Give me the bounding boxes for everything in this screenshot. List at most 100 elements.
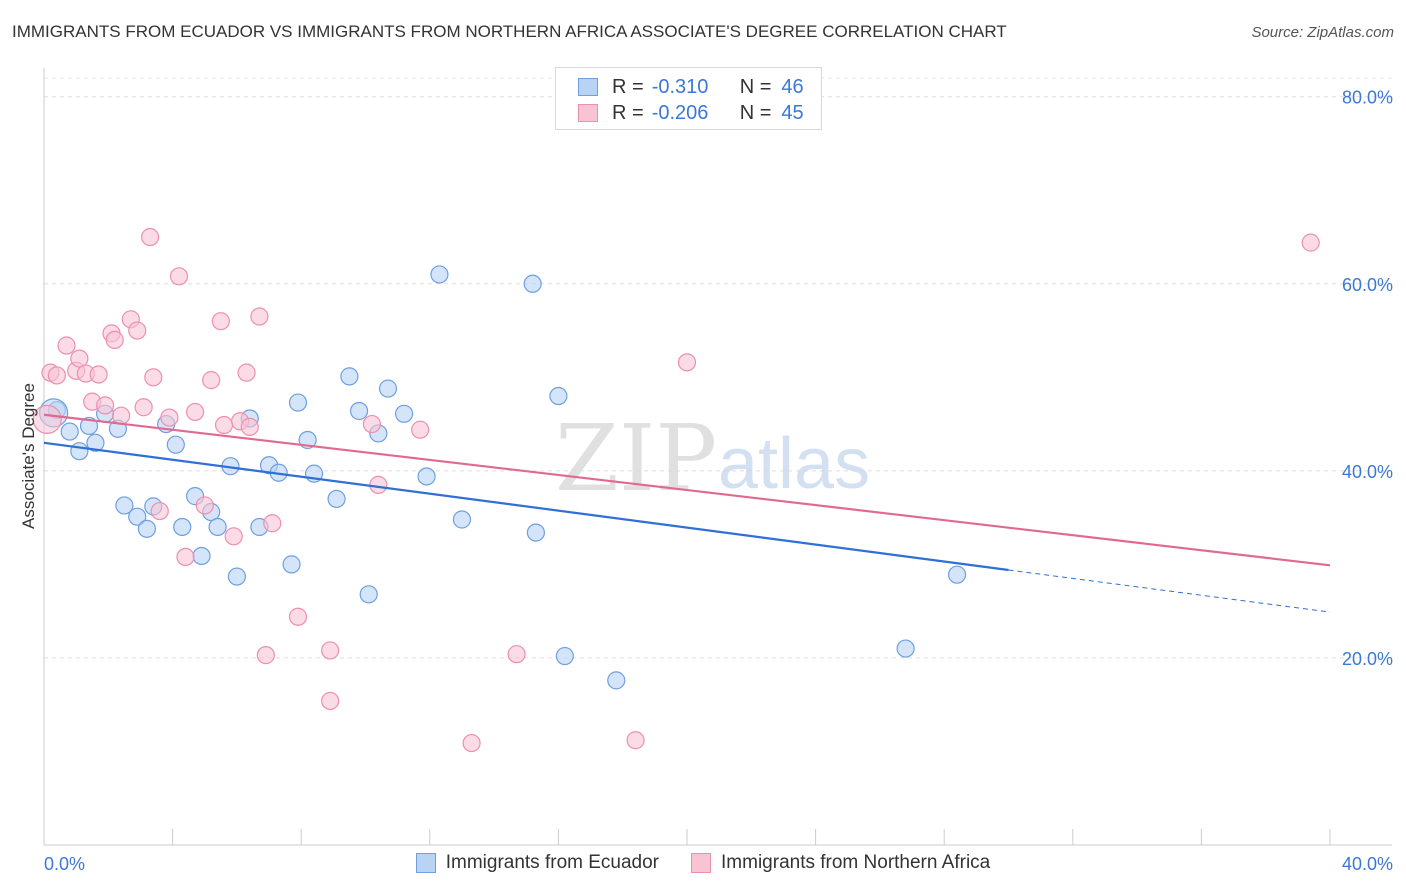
legend-n-label: N = xyxy=(739,101,772,124)
point-nafrica xyxy=(362,414,382,434)
point-nafrica xyxy=(202,371,221,390)
chart-title: IMMIGRANTS FROM ECUADOR VS IMMIGRANTS FR… xyxy=(12,22,1007,41)
point-ecuador xyxy=(173,517,192,537)
point-ecuador xyxy=(607,671,626,690)
point-nafrica xyxy=(626,731,645,750)
legend-label-nafrica: Immigrants from Northern Africa xyxy=(721,852,991,873)
point-ecuador xyxy=(523,274,542,293)
trendlines xyxy=(43,413,1331,613)
x-tick-label: 0.0% xyxy=(44,854,85,874)
point-nafrica xyxy=(411,420,430,439)
point-nafrica xyxy=(144,368,163,387)
legend-r-value: -0.310 xyxy=(651,75,709,98)
point-ecuador xyxy=(208,517,227,537)
point-nafrica xyxy=(321,691,340,711)
y-tick-label: 60.0% xyxy=(1342,275,1393,295)
legend-n-value: 46 xyxy=(781,75,804,98)
point-nafrica xyxy=(140,227,160,247)
point-nafrica xyxy=(1301,233,1320,252)
point-nafrica xyxy=(47,366,66,385)
point-ecuador xyxy=(394,404,414,423)
legend-swatch-ecuador xyxy=(415,853,436,873)
point-nafrica xyxy=(70,349,89,368)
point-ecuador xyxy=(70,442,89,461)
point-nafrica xyxy=(32,404,62,435)
legend-swatch-ecuador xyxy=(578,78,598,96)
point-nafrica xyxy=(105,330,124,350)
point-ecuador xyxy=(282,555,301,574)
point-ecuador xyxy=(359,585,378,604)
point-nafrica xyxy=(169,267,189,286)
point-ecuador xyxy=(115,496,134,515)
watermark-atlas: atlas xyxy=(718,424,870,504)
point-nafrica xyxy=(211,312,230,331)
point-ecuador xyxy=(166,435,185,454)
legend-n-label: N = xyxy=(739,75,772,98)
y-tick-label: 20.0% xyxy=(1342,649,1393,669)
legend-row-nafrica: R = -0.206 N = 45 xyxy=(578,101,804,125)
point-nafrica xyxy=(195,496,214,515)
point-nafrica xyxy=(256,646,275,665)
data-points xyxy=(32,227,1320,753)
axes xyxy=(43,68,1392,846)
trendline-ecuador xyxy=(43,441,1009,572)
point-ecuador xyxy=(192,546,211,566)
y-tick-label: 80.0% xyxy=(1342,88,1393,108)
legend-r-label: R = xyxy=(612,75,644,98)
point-nafrica xyxy=(57,336,76,355)
point-nafrica xyxy=(176,547,195,567)
point-ecuador xyxy=(227,567,246,586)
point-nafrica xyxy=(240,417,259,436)
legend-r-value: -0.206 xyxy=(651,101,709,124)
point-ecuador xyxy=(86,433,105,452)
point-nafrica xyxy=(288,607,308,626)
stats-legend: R = -0.310 N = 46 R = -0.206 N = 45 xyxy=(555,67,822,130)
point-nafrica xyxy=(321,641,340,660)
x-tick-label: 40.0% xyxy=(1342,854,1393,874)
point-nafrica xyxy=(186,402,205,422)
trendline-ecuador-extension xyxy=(1008,569,1331,613)
point-ecuador xyxy=(128,507,147,526)
point-nafrica xyxy=(237,363,256,382)
point-ecuador xyxy=(349,401,369,421)
watermark: ZIP atlas xyxy=(555,405,870,512)
legend-row-ecuador: R = -0.310 N = 46 xyxy=(578,75,804,99)
y-tick-label: 40.0% xyxy=(1342,462,1393,482)
point-ecuador xyxy=(555,646,574,666)
tick-labels: 20.0% 40.0% 60.0% 80.0% 0.0% 40.0% xyxy=(44,88,1393,874)
point-nafrica xyxy=(250,307,269,326)
point-ecuador xyxy=(549,386,568,406)
point-nafrica xyxy=(263,514,282,533)
point-nafrica xyxy=(224,527,243,546)
legend-r-label: R = xyxy=(612,101,644,124)
legend-swatch-nafrica xyxy=(691,853,712,873)
point-nafrica xyxy=(462,733,481,753)
legend-item-ecuador: Immigrants from Ecuador xyxy=(415,852,660,874)
point-ecuador xyxy=(60,422,79,441)
point-ecuador xyxy=(947,565,967,584)
point-ecuador xyxy=(896,639,915,658)
point-ecuador xyxy=(417,467,436,486)
point-ecuador xyxy=(452,510,472,529)
legend-n-value: 45 xyxy=(781,101,804,124)
series-legend: Immigrants from Ecuador Immigrants from … xyxy=(0,852,1406,874)
point-nafrica xyxy=(89,365,108,384)
point-nafrica xyxy=(160,408,179,427)
point-ecuador xyxy=(378,379,398,398)
source-label: Source: ZipAtlas.com xyxy=(1251,24,1394,41)
point-nafrica xyxy=(214,415,234,435)
point-ecuador xyxy=(79,416,99,436)
trendline-nafrica xyxy=(43,413,1331,567)
legend-item-nafrica: Immigrants from Northern Africa xyxy=(691,852,990,874)
point-ecuador xyxy=(288,393,308,412)
point-nafrica xyxy=(95,396,115,415)
point-ecuador xyxy=(526,523,545,542)
y-axis-label: Associate's Degree xyxy=(19,383,38,529)
point-nafrica xyxy=(128,321,147,340)
legend-label-ecuador: Immigrants from Ecuador xyxy=(445,852,660,873)
point-ecuador xyxy=(340,367,359,386)
point-nafrica xyxy=(369,475,388,494)
point-ecuador xyxy=(430,265,449,284)
point-nafrica xyxy=(507,645,526,664)
